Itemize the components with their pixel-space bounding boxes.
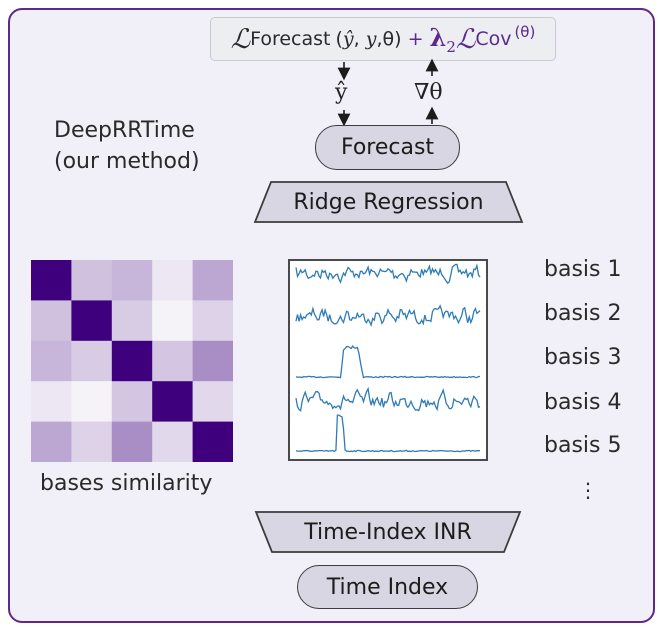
heatmap-cell <box>152 340 194 382</box>
basis-trace <box>295 263 481 285</box>
heatmap-cell <box>111 381 153 423</box>
heatmap-cell <box>152 381 194 423</box>
basis-trace <box>295 345 480 379</box>
heatmap-cell <box>192 421 233 462</box>
heatmap-cell <box>192 381 233 423</box>
heatmap-cell <box>192 260 233 301</box>
time-index-node: Time Index <box>297 565 478 609</box>
heatmap-cell <box>192 340 233 382</box>
time-index-inr-shape <box>254 511 522 553</box>
basis-label: basis 3 <box>544 345 622 370</box>
basis-signal-plot <box>288 259 488 461</box>
ridge-regression-label: Ridge Regression <box>293 189 484 215</box>
heatmap-cell <box>111 300 153 342</box>
basis-trace <box>295 414 481 453</box>
basis-trace <box>295 386 481 412</box>
loss-formula: ℒ Forecast (ŷ, y,θ) + λ2 ℒ Cov (θ) <box>210 17 556 61</box>
heatmap-cell <box>111 421 153 462</box>
heatmap-cell <box>71 381 113 423</box>
ridge-regression-shape <box>253 181 524 223</box>
method-note: (our method) <box>54 149 200 174</box>
plus-sign: + <box>407 28 424 50</box>
basis-label: basis 4 <box>544 390 622 415</box>
forecast-loss-args: (ŷ, y,θ) <box>335 28 402 50</box>
heatmap-cell <box>111 260 153 301</box>
heatmap-cell <box>71 260 113 301</box>
heatmap-cell <box>31 421 72 462</box>
basis-label: basis 5 <box>544 433 622 458</box>
heatmap-cell <box>31 300 72 342</box>
heatmap-cell <box>71 421 113 462</box>
basis-label: basis 1 <box>544 257 622 282</box>
heatmap-cell <box>31 381 72 423</box>
time-index-inr-label: Time-Index INR <box>304 519 472 545</box>
method-name: DeepRRTime <box>54 118 195 143</box>
heatmap-cell <box>71 300 113 342</box>
basis-label: basis 2 <box>544 301 622 326</box>
yhat-label: ŷ <box>335 80 348 105</box>
heatmap-cell <box>71 340 113 382</box>
similarity-heatmap <box>31 260 233 462</box>
heatmap-cell <box>152 260 194 301</box>
more-bases-ellipsis: ⋮ <box>578 478 598 502</box>
cov-loss-subscript: Cov <box>475 28 512 50</box>
heatmap-cell <box>192 300 233 342</box>
cov-loss-args: (θ) <box>514 23 536 41</box>
forecast-loss-symbol: ℒ <box>230 23 251 55</box>
similarity-caption: bases similarity <box>40 471 213 496</box>
lambda-coefficient: λ2 <box>429 22 456 56</box>
cov-loss-symbol: ℒ <box>455 23 476 55</box>
heatmap-cell <box>152 421 194 462</box>
basis-trace <box>295 304 481 327</box>
forecast-loss-subscript: Forecast <box>250 28 331 50</box>
heatmap-cell <box>152 300 194 342</box>
forecast-node: Forecast <box>315 125 460 170</box>
heatmap-cell <box>31 340 72 382</box>
gradient-label: ∇θ <box>414 80 443 105</box>
heatmap-cell <box>31 260 72 301</box>
basis-signals <box>295 263 481 453</box>
heatmap-cell <box>111 340 153 382</box>
